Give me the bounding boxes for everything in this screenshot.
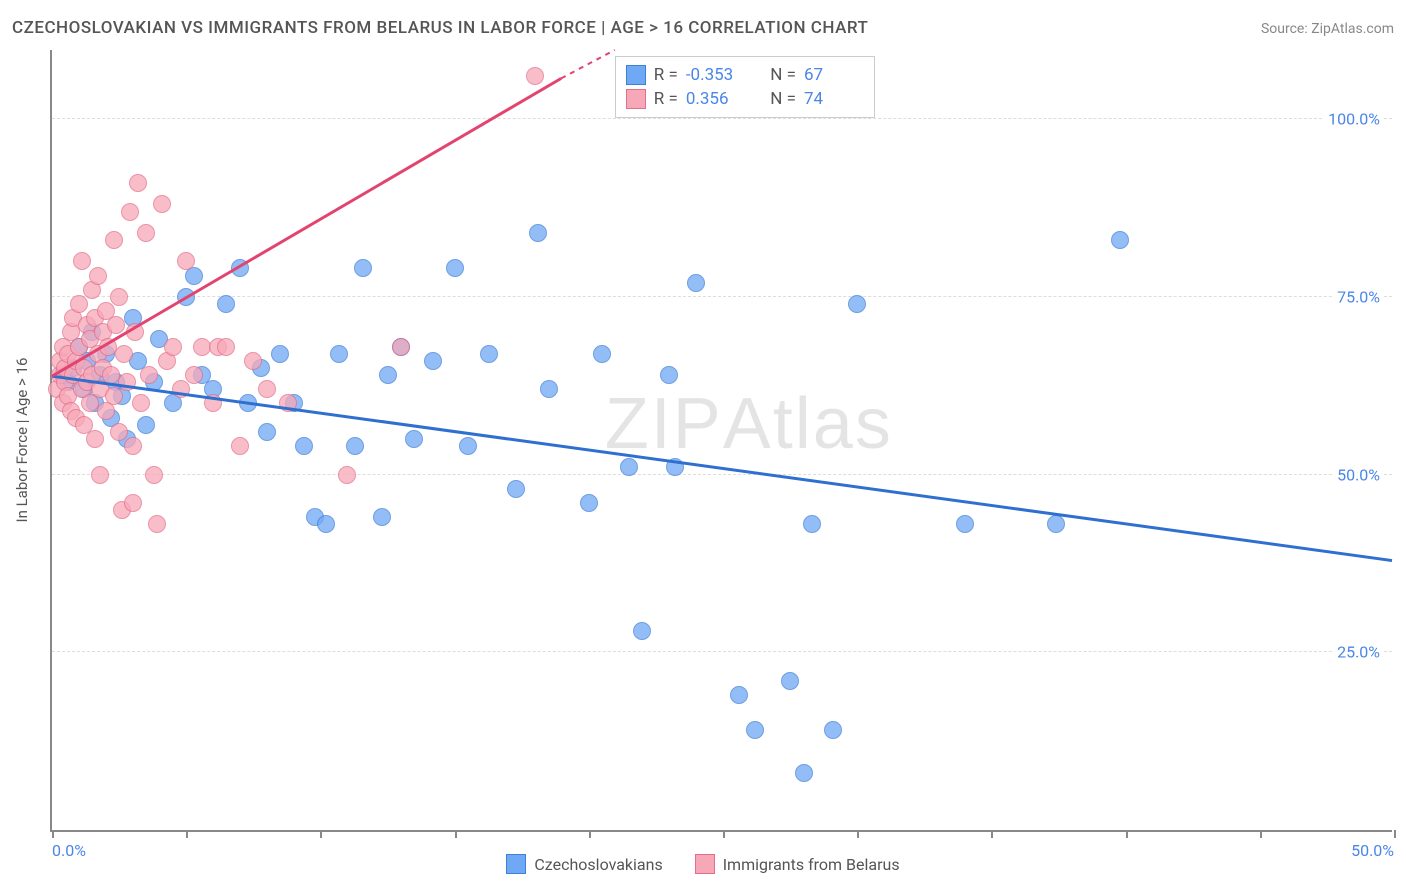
x-tick <box>1394 830 1396 838</box>
legend-item: Immigrants from Belarus <box>695 854 900 874</box>
series-swatch <box>626 65 646 85</box>
legend: Czechoslovakians Immigrants from Belarus <box>0 854 1406 874</box>
legend-swatch <box>506 854 526 874</box>
x-tick <box>186 830 188 838</box>
x-tick <box>723 830 725 838</box>
y-axis-label: In Labor Force | Age > 16 <box>13 358 31 523</box>
stats-row: R = 0.356 N = 74 <box>626 87 864 111</box>
x-tick <box>1260 830 1262 838</box>
trend-line-extrapolated <box>561 50 615 78</box>
x-tick <box>320 830 322 838</box>
trend-line <box>52 78 561 376</box>
series-swatch <box>626 89 646 109</box>
x-tick <box>589 830 591 838</box>
x-tick <box>455 830 457 838</box>
chart-title: CZECHOSLOVAKIAN VS IMMIGRANTS FROM BELAR… <box>12 18 868 38</box>
plot-area: In Labor Force | Age > 16 25.0%50.0%75.0… <box>50 50 1392 832</box>
x-tick <box>857 830 859 838</box>
stats-row: R = -0.353 N = 67 <box>626 63 864 87</box>
correlation-stats-box: R = -0.353 N = 67R = 0.356 N = 74 <box>615 56 875 118</box>
legend-item: Czechoslovakians <box>506 854 662 874</box>
legend-label: Immigrants from Belarus <box>723 855 900 874</box>
x-tick <box>991 830 993 838</box>
x-tick <box>1126 830 1128 838</box>
trend-line <box>52 376 1392 560</box>
legend-label: Czechoslovakians <box>534 855 662 874</box>
source-attribution: Source: ZipAtlas.com <box>1261 21 1394 37</box>
x-tick <box>52 830 54 838</box>
legend-swatch <box>695 854 715 874</box>
